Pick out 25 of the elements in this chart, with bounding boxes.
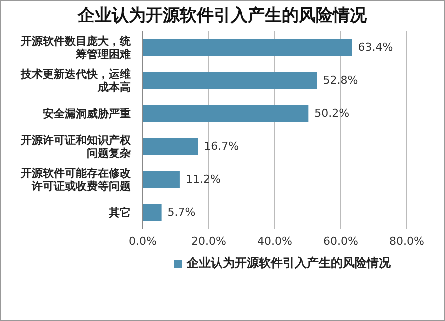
y-tick-label: 安全漏洞威胁严重 xyxy=(43,107,131,120)
y-tick-label: 技术更新迭代快，运维成本高 xyxy=(20,68,131,94)
bar xyxy=(143,105,309,122)
chart-title: 企业认为开源软件引入产生的风险情况 xyxy=(76,5,368,27)
x-tick-label: 20.0% xyxy=(192,234,226,248)
x-tick-label: 0.0% xyxy=(129,234,157,248)
data-label: 16.7% xyxy=(204,140,240,153)
bar xyxy=(143,171,180,188)
y-tick-label: 开源软件数目庞大，统筹管理困难 xyxy=(20,34,132,60)
x-tick-label: 80.0% xyxy=(390,234,424,248)
legend-label: 企业认为开源软件引入产生的风险情况 xyxy=(187,255,391,272)
x-tick-label: 40.0% xyxy=(258,234,292,248)
x-tick-label: 60.0% xyxy=(324,234,358,248)
y-tick-label: 其它 xyxy=(108,206,131,219)
bar xyxy=(143,204,162,221)
bar xyxy=(143,138,198,155)
data-label: 63.4% xyxy=(358,41,394,54)
y-tick-label: 开源软件可能存在修改许可证或收费等问题 xyxy=(20,166,132,192)
bar xyxy=(143,39,352,56)
data-label: 5.7% xyxy=(168,206,196,219)
data-label: 52.8% xyxy=(323,74,358,87)
data-label: 50.2% xyxy=(314,107,350,120)
data-label: 11.2% xyxy=(186,173,221,186)
bar xyxy=(143,72,318,89)
y-tick-label: 开源许可证和知识产权问题复杂 xyxy=(20,134,132,160)
